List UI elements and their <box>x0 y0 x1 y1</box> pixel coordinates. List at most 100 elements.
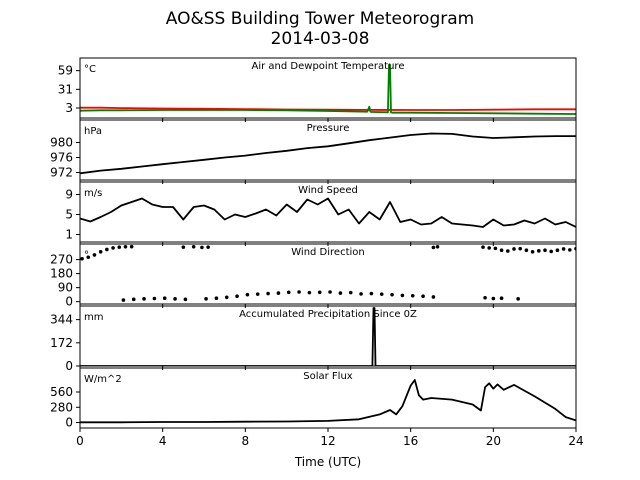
panel-series-group <box>80 197 576 228</box>
series-point <box>543 248 547 253</box>
series-point <box>390 292 394 297</box>
y-tick-label: 172 <box>50 336 73 350</box>
series-point <box>121 298 126 302</box>
series-point <box>92 253 97 257</box>
series-point <box>359 292 363 296</box>
x-axis-label: Time (UTC) <box>294 455 361 469</box>
series-point <box>561 247 566 251</box>
panel-unit: °C <box>84 64 96 75</box>
series-line-1 <box>80 63 576 115</box>
series-point <box>549 249 553 254</box>
x-tick-label: 8 <box>242 434 250 448</box>
series-point <box>499 296 504 301</box>
series-point <box>537 249 541 253</box>
series-point <box>483 295 487 300</box>
series-point <box>204 297 208 301</box>
series-point <box>80 257 84 261</box>
y-tick-label: 0 <box>65 416 73 430</box>
x-tick-label: 20 <box>486 434 501 448</box>
series-point <box>307 290 312 295</box>
x-tick-label: 0 <box>76 434 84 448</box>
series-point <box>555 248 560 253</box>
y-tick-label: 5 <box>65 208 73 222</box>
series-point <box>98 249 103 254</box>
series-point <box>162 296 167 301</box>
series-point <box>131 297 136 302</box>
series-point <box>493 246 498 251</box>
series-line-0 <box>80 132 576 175</box>
panel-title: Air and Dewpoint Temperature <box>252 61 405 72</box>
series-point <box>123 245 128 249</box>
series-point <box>111 246 115 250</box>
y-tick-label: 59 <box>58 64 73 78</box>
series-line-0 <box>80 197 576 228</box>
series-point <box>499 248 504 253</box>
panel-unit: mm <box>84 312 103 323</box>
panel-series-group <box>80 379 576 424</box>
y-tick-label: 9 <box>65 188 73 202</box>
series-point <box>235 294 239 299</box>
panel-4: Accumulated Precipitation Since 0Z mm 0 172… <box>50 305 577 373</box>
series-point <box>129 244 134 249</box>
series-point <box>191 245 196 249</box>
x-tick-label: 12 <box>320 434 335 448</box>
series-point <box>431 245 436 250</box>
series-point <box>369 291 374 296</box>
series-point <box>183 297 188 302</box>
chart-subtitle: 2014-03-08 <box>271 29 370 49</box>
panel-title: Wind Speed <box>298 185 358 196</box>
series-point <box>400 293 405 298</box>
series-point <box>506 249 510 253</box>
series-point <box>86 255 91 260</box>
series-point <box>328 290 332 294</box>
x-tick-label: 24 <box>568 434 583 448</box>
panel-unit: W/m^2 <box>84 374 122 385</box>
series-point <box>410 293 415 298</box>
series-point <box>297 290 301 294</box>
y-tick-label: 560 <box>50 385 73 399</box>
y-tick-label: 280 <box>50 400 73 414</box>
x-tick-label: 4 <box>159 434 167 448</box>
series-line-0 <box>80 106 576 111</box>
y-tick-label: 0 <box>65 359 73 373</box>
panel-series-group <box>80 63 576 115</box>
panel-series-group <box>80 244 576 302</box>
series-point <box>518 246 522 251</box>
series-point <box>487 246 492 250</box>
series-point <box>105 247 109 252</box>
series-point <box>214 296 219 301</box>
y-tick-label: 3 <box>65 101 73 115</box>
panel-series-group <box>80 132 576 175</box>
panel-title: Pressure <box>307 123 350 134</box>
series-point <box>491 296 496 301</box>
series-point <box>142 297 146 301</box>
panel-title: Wind Direction <box>291 247 365 258</box>
series-point <box>117 245 122 249</box>
series-point <box>379 292 384 296</box>
series-point <box>276 291 281 295</box>
panel-0: Air and Dewpoint Temperature °C 3 31 59 <box>58 57 577 122</box>
series-point <box>516 297 520 301</box>
series-point <box>568 248 572 252</box>
panels-group: Air and Dewpoint Temperature°C33159Press… <box>50 57 584 448</box>
y-tick-label: 90 <box>58 281 73 295</box>
y-tick-label: 976 <box>50 151 73 165</box>
series-point <box>481 245 485 249</box>
series-point <box>431 295 436 299</box>
series-point <box>173 297 177 301</box>
series-point <box>338 291 343 295</box>
y-tick-label: 972 <box>50 166 73 180</box>
x-tick-label: 16 <box>403 434 418 448</box>
series-point <box>266 291 270 296</box>
y-tick-label: 270 <box>50 253 73 267</box>
series-line-0 <box>80 379 576 424</box>
series-point <box>255 292 260 296</box>
panel-unit: hPa <box>84 126 102 137</box>
y-tick-label: 980 <box>50 136 73 150</box>
series-point <box>524 248 529 253</box>
